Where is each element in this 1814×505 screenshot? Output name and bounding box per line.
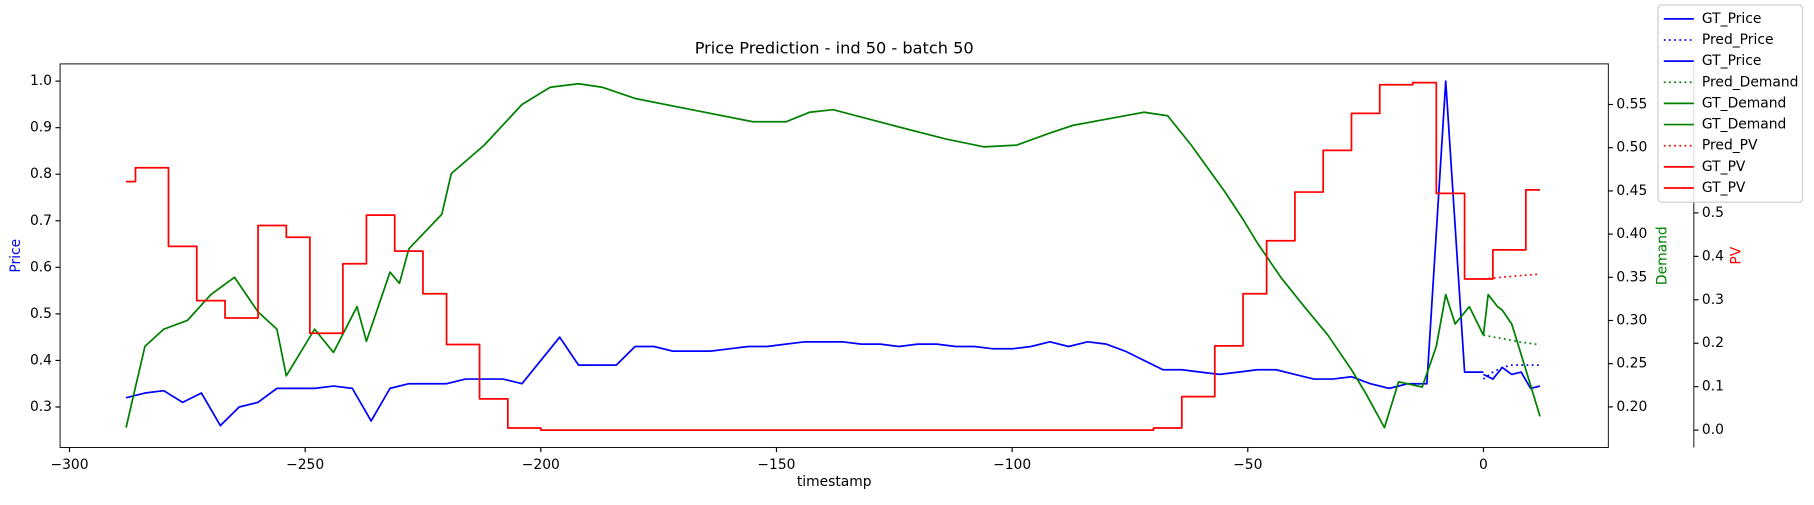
chart-title: Price Prediction - ind 50 - batch 50 bbox=[695, 38, 974, 57]
x-tick-label: −50 bbox=[1233, 457, 1262, 473]
series-line bbox=[125, 82, 1485, 429]
series-line bbox=[1483, 189, 1540, 280]
x-tick-label: −150 bbox=[757, 457, 795, 473]
series-line bbox=[125, 80, 1484, 427]
legend: GT_Price Pred_Price GT_Price Pred_Demand GT_… bbox=[1657, 4, 1804, 203]
x-axis-label: timestamp bbox=[797, 474, 872, 490]
y3-tick-label: 0.5 bbox=[1702, 205, 1724, 221]
legend-label: GT_Price bbox=[1702, 53, 1761, 69]
plot-frame bbox=[59, 63, 1609, 448]
y-tick-label: 1.0 bbox=[30, 73, 52, 89]
series-line bbox=[1482, 364, 1540, 380]
x-tick-label: 0 bbox=[1479, 457, 1488, 473]
series-line bbox=[1483, 334, 1541, 346]
y-tick-label: 0.4 bbox=[30, 352, 52, 368]
y2-tick-label: 0.55 bbox=[1616, 97, 1647, 113]
y3-tick-label: 0.1 bbox=[1702, 379, 1724, 395]
y-tick-label: 0.6 bbox=[30, 259, 52, 275]
legend-label: GT_Demand bbox=[1702, 95, 1786, 111]
y-tick-label: 0.5 bbox=[30, 306, 52, 322]
y-axis-label: Price bbox=[8, 239, 24, 273]
y2-tick-label: 0.35 bbox=[1616, 269, 1647, 285]
legend-label: GT_PV bbox=[1702, 180, 1746, 196]
y3-tick-label: 0.2 bbox=[1702, 335, 1724, 351]
legend-label: GT_Demand bbox=[1702, 117, 1786, 133]
y2-tick-label: 0.25 bbox=[1616, 356, 1647, 372]
x-tick-label: −100 bbox=[993, 457, 1031, 473]
y2-tick-label: 0.30 bbox=[1616, 312, 1647, 328]
y3-tick-label: 0.3 bbox=[1702, 292, 1724, 308]
y2-tick-label: 0.20 bbox=[1616, 399, 1647, 415]
legend-label: Pred_PV bbox=[1702, 138, 1758, 154]
legend-label: Pred_Demand bbox=[1702, 74, 1799, 90]
series-line bbox=[1482, 293, 1541, 417]
legend-box bbox=[1657, 4, 1804, 203]
y-tick-label: 0.7 bbox=[30, 213, 52, 229]
x-tick-label: −250 bbox=[286, 457, 324, 473]
series-line bbox=[1483, 273, 1541, 280]
x-tick-label: −200 bbox=[522, 457, 560, 473]
y2-tick-label: 0.40 bbox=[1616, 226, 1647, 242]
y3-tick-label: 0.4 bbox=[1702, 248, 1724, 264]
series-line bbox=[126, 81, 1484, 431]
y2-tick-label: 0.45 bbox=[1616, 183, 1647, 199]
y3-tick-label: 0.0 bbox=[1702, 422, 1724, 438]
y2-tick-label: 0.50 bbox=[1616, 140, 1647, 156]
y3-axis-label: PV bbox=[1729, 246, 1745, 264]
series-line bbox=[1483, 366, 1541, 390]
legend-label: GT_Price bbox=[1702, 11, 1761, 27]
legend-label: Pred_Price bbox=[1702, 32, 1774, 48]
y-tick-label: 0.9 bbox=[30, 120, 52, 136]
legend-label: GT_PV bbox=[1702, 159, 1746, 175]
y2-axis-label: Demand bbox=[1655, 226, 1671, 285]
y-tick-label: 0.8 bbox=[30, 166, 52, 182]
y-tick-label: 0.3 bbox=[30, 399, 52, 415]
x-tick-label: −300 bbox=[50, 457, 88, 473]
